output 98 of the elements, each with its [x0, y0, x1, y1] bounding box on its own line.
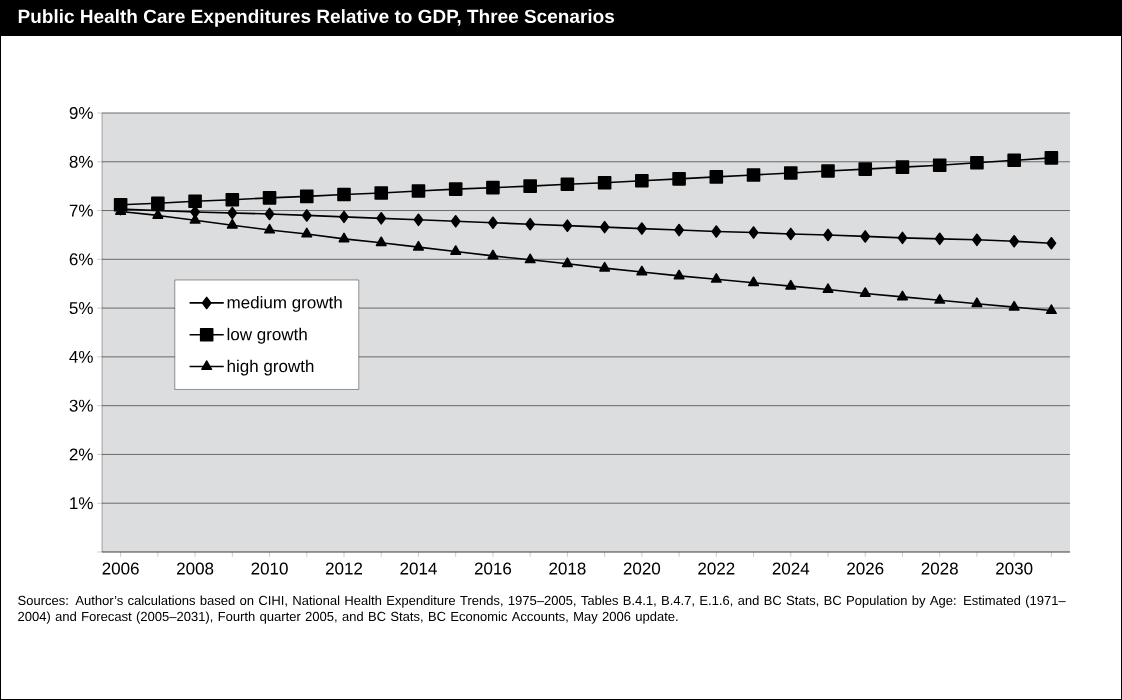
- point: [524, 253, 536, 264]
- point: [263, 223, 276, 234]
- point: [859, 287, 871, 298]
- point: [971, 297, 983, 308]
- point: [934, 232, 945, 246]
- legend-label: high growth: [227, 359, 314, 376]
- point: [1045, 304, 1057, 315]
- point: [413, 213, 424, 227]
- point: [374, 186, 389, 200]
- point: [338, 232, 350, 243]
- point: [1044, 151, 1059, 165]
- point: [896, 290, 909, 301]
- x-tick-label: 2016: [474, 562, 512, 575]
- point: [783, 166, 798, 180]
- point: [151, 196, 165, 211]
- point: [746, 168, 761, 182]
- point: [450, 245, 462, 256]
- point: [895, 160, 910, 174]
- point: [337, 187, 351, 202]
- point: [226, 218, 238, 229]
- legend-label: medium growth: [227, 296, 342, 312]
- y-tick-label: 6%: [69, 253, 93, 266]
- point: [823, 228, 833, 242]
- point: [1007, 153, 1021, 168]
- point: [301, 209, 312, 222]
- y-tick-label: 1%: [70, 497, 93, 510]
- x-tick-label: 2028: [921, 562, 958, 575]
- point: [376, 212, 387, 225]
- point: [599, 261, 611, 272]
- point: [785, 227, 796, 241]
- y-tick-label: 8%: [69, 155, 93, 168]
- point: [860, 230, 871, 243]
- point: [1009, 234, 1020, 248]
- point: [448, 182, 463, 196]
- point: [710, 273, 722, 283]
- point: [748, 226, 759, 239]
- point: [636, 222, 647, 235]
- point: [264, 207, 275, 221]
- x-tick-label: 2018: [549, 562, 586, 575]
- x-tick-label: 2024: [772, 562, 810, 575]
- point: [339, 210, 349, 224]
- x-tick-label: 2014: [400, 562, 437, 575]
- point: [560, 177, 575, 191]
- point: [301, 227, 313, 238]
- point: [412, 240, 425, 251]
- point: [523, 179, 537, 193]
- point: [709, 170, 724, 184]
- x-tick-label: 2026: [847, 562, 884, 575]
- point: [487, 249, 499, 260]
- point: [525, 217, 536, 231]
- point: [822, 283, 834, 294]
- y-tick-label: 4%: [69, 350, 93, 363]
- point: [635, 173, 649, 188]
- point: [673, 269, 685, 280]
- y-tick-label: 5%: [69, 302, 93, 315]
- point: [597, 175, 612, 190]
- point: [299, 189, 314, 204]
- source-note: Sources: Author’s calculations based on CIHI, National Health Expenditure Trends, 1975–2005, Tables B.4.1, B.4.7, E.1.6, and BC Stats, BC Population by Age: Estimated (1971–2004) and Forecast (2005–2031), Fourth quarter 2005, and BC Stats, BC Economic Accounts, May 2006 update.: [18, 595, 1066, 624]
- point: [562, 219, 573, 232]
- x-tick-label: 2022: [698, 562, 735, 575]
- point: [411, 184, 426, 198]
- x-tick-label: 2008: [177, 562, 214, 575]
- point: [711, 225, 722, 238]
- point: [599, 220, 610, 234]
- point: [488, 216, 498, 230]
- x-tick-label: 2020: [623, 562, 661, 575]
- y-tick-label: 9%: [69, 106, 93, 120]
- point: [674, 223, 685, 237]
- chart-title: Public Health Care Expenditures Relative to GDP, Three Scenarios: [18, 9, 615, 27]
- point: [227, 206, 238, 220]
- point: [486, 180, 500, 195]
- point: [970, 155, 984, 170]
- x-tick-label: 2012: [325, 562, 363, 575]
- point: [932, 158, 947, 172]
- point: [821, 164, 835, 178]
- point: [972, 233, 982, 247]
- point: [636, 265, 648, 276]
- point: [747, 276, 760, 287]
- x-tick-label: 2010: [251, 562, 288, 575]
- y-tick-label: 2%: [69, 448, 93, 461]
- point: [1046, 236, 1057, 250]
- point: [858, 162, 873, 176]
- point: [450, 214, 461, 228]
- legend-label: low growth: [227, 327, 307, 344]
- point: [934, 293, 946, 304]
- point: [262, 191, 277, 205]
- point: [225, 193, 240, 207]
- point: [1008, 300, 1020, 311]
- x-tick-label: 2030: [996, 562, 1033, 575]
- point: [561, 257, 573, 268]
- y-tick-label: 7%: [69, 204, 93, 217]
- point: [897, 231, 908, 245]
- point: [188, 194, 202, 209]
- point: [672, 172, 686, 186]
- point: [785, 279, 797, 290]
- point: [375, 236, 387, 247]
- x-tick-label: 2006: [102, 562, 139, 575]
- y-tick-label: 3%: [69, 399, 93, 412]
